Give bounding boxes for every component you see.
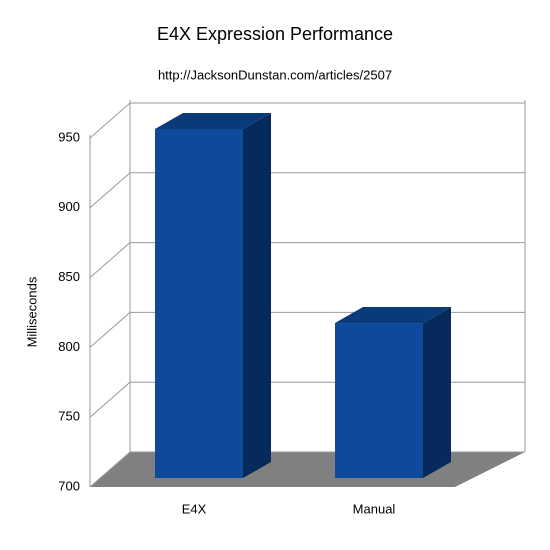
y-tick-label: 900	[58, 199, 80, 214]
y-axis-label: Milliseconds	[24, 276, 39, 347]
chart-title: E4X Expression Performance	[157, 24, 393, 44]
y-tick-label: 800	[58, 339, 80, 354]
grid-line	[89, 242, 525, 278]
x-tick-label: Manual	[353, 501, 396, 516]
y-tick-label: 850	[58, 269, 80, 284]
bar-top	[335, 307, 451, 324]
grid-line	[89, 172, 525, 209]
y-tick-label: 700	[58, 478, 80, 493]
chart-subtitle: http://JacksonDunstan.com/articles/2507	[158, 67, 392, 82]
bar	[155, 129, 243, 478]
bar-top	[155, 113, 271, 129]
x-tick-label: E4X	[182, 501, 207, 516]
grid-line	[89, 102, 525, 139]
bar	[335, 323, 423, 478]
bar-side	[423, 307, 451, 478]
y-tick-label: 950	[58, 129, 80, 144]
bar-side	[243, 113, 271, 478]
y-tick-label: 750	[58, 409, 80, 424]
